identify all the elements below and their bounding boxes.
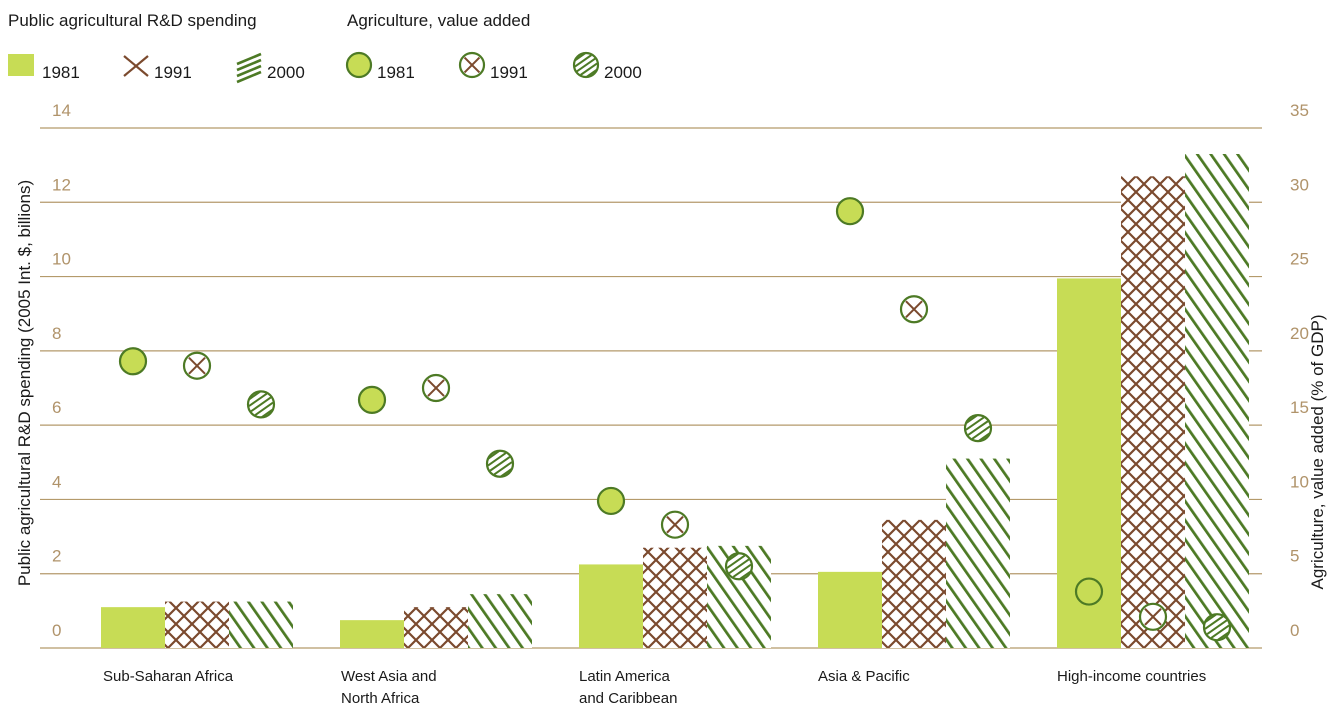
point-1981 [118,347,148,376]
y2-tick-label: 30 [1290,175,1309,194]
point-2000 [724,552,754,581]
category-label: North Africa [341,690,420,707]
y-tick-label: 4 [52,472,61,491]
bar-2000 [229,601,293,648]
bar-2000 [468,594,532,648]
point-2000 [485,449,515,478]
legend-point-label: 1991 [490,63,528,82]
legend-bar-label: 1981 [42,63,80,82]
point-1991 [1138,602,1168,631]
point-2000 [1202,613,1232,642]
point-1981 [357,385,387,414]
legend-swatch-point-1991 [458,51,486,79]
category-label: Asia & Pacific [818,668,910,685]
bar-2000 [1185,154,1249,648]
y-tick-label: 2 [52,547,61,566]
y2-tick-label: 10 [1290,472,1309,491]
bar-1981 [818,571,882,648]
legend-bar-label: 1991 [154,63,192,82]
legend: Public agricultural R&D spending Agricul… [8,11,642,84]
point-1991 [660,510,690,539]
legend-swatch-bar-1981 [8,54,34,76]
y2-tick-label: 0 [1290,621,1299,640]
category-label: and Caribbean [579,690,677,707]
legend-point-label: 2000 [604,63,642,82]
point-1981 [1074,577,1104,606]
category-label: High-income countries [1057,668,1206,685]
point-1991 [182,351,212,380]
y2-tick-label: 25 [1290,250,1309,269]
legend-bar-label: 2000 [267,63,305,82]
legend-point-label: 1981 [377,63,415,82]
y2-tick-label: 5 [1290,547,1299,566]
bar-1991 [1121,176,1185,649]
y-tick-label: 0 [52,621,61,640]
y2-tick-label: 20 [1290,324,1309,343]
point-2000 [963,414,993,443]
legend-swatch-bar-1991 [123,55,149,77]
point-1981 [596,486,626,516]
bar-1991 [165,601,229,648]
y-tick-label: 10 [52,250,71,269]
y2-tick-label: 15 [1290,398,1309,417]
y-tick-label: 6 [52,398,61,417]
bar-1991 [643,547,707,648]
category-label: Sub-Saharan Africa [103,668,234,685]
category-labels: Sub-Saharan Africa West Asia and North Afr… [103,668,1206,707]
legend-group2-title: Agriculture, value added [347,11,530,30]
points [118,197,1232,642]
category-label: West Asia and [341,668,437,685]
y-tick-label: 12 [52,175,71,194]
bar-1981 [579,564,643,648]
bar-1981 [340,620,404,648]
legend-swatch-point-2000 [572,51,600,79]
y-axis-left-title: Public agricultural R&D spending (2005 I… [15,180,34,586]
bar-1991 [404,607,468,648]
legend-swatch-bar-2000 [236,52,262,84]
point-1981 [835,197,865,226]
y-axis-left-ticks: 0 2 4 6 8 10 12 14 [52,101,71,640]
point-1991 [421,373,451,403]
y-axis-right-ticks: 0 5 10 15 20 25 30 35 [1290,101,1309,640]
point-1991 [899,295,929,324]
y-axis-right-title: Agriculture, value added (% of GDP) [1308,315,1327,590]
y-tick-label: 8 [52,324,61,343]
legend-swatch-point-1981 [345,51,373,79]
bar-1991 [882,519,946,648]
y-tick-label: 14 [52,101,71,120]
y2-tick-label: 35 [1290,101,1309,120]
bar-2000 [946,458,1010,648]
category-label: Latin America [579,668,671,685]
point-2000 [246,390,276,419]
bar-1981 [101,607,165,648]
legend-group1-title: Public agricultural R&D spending [8,11,257,30]
